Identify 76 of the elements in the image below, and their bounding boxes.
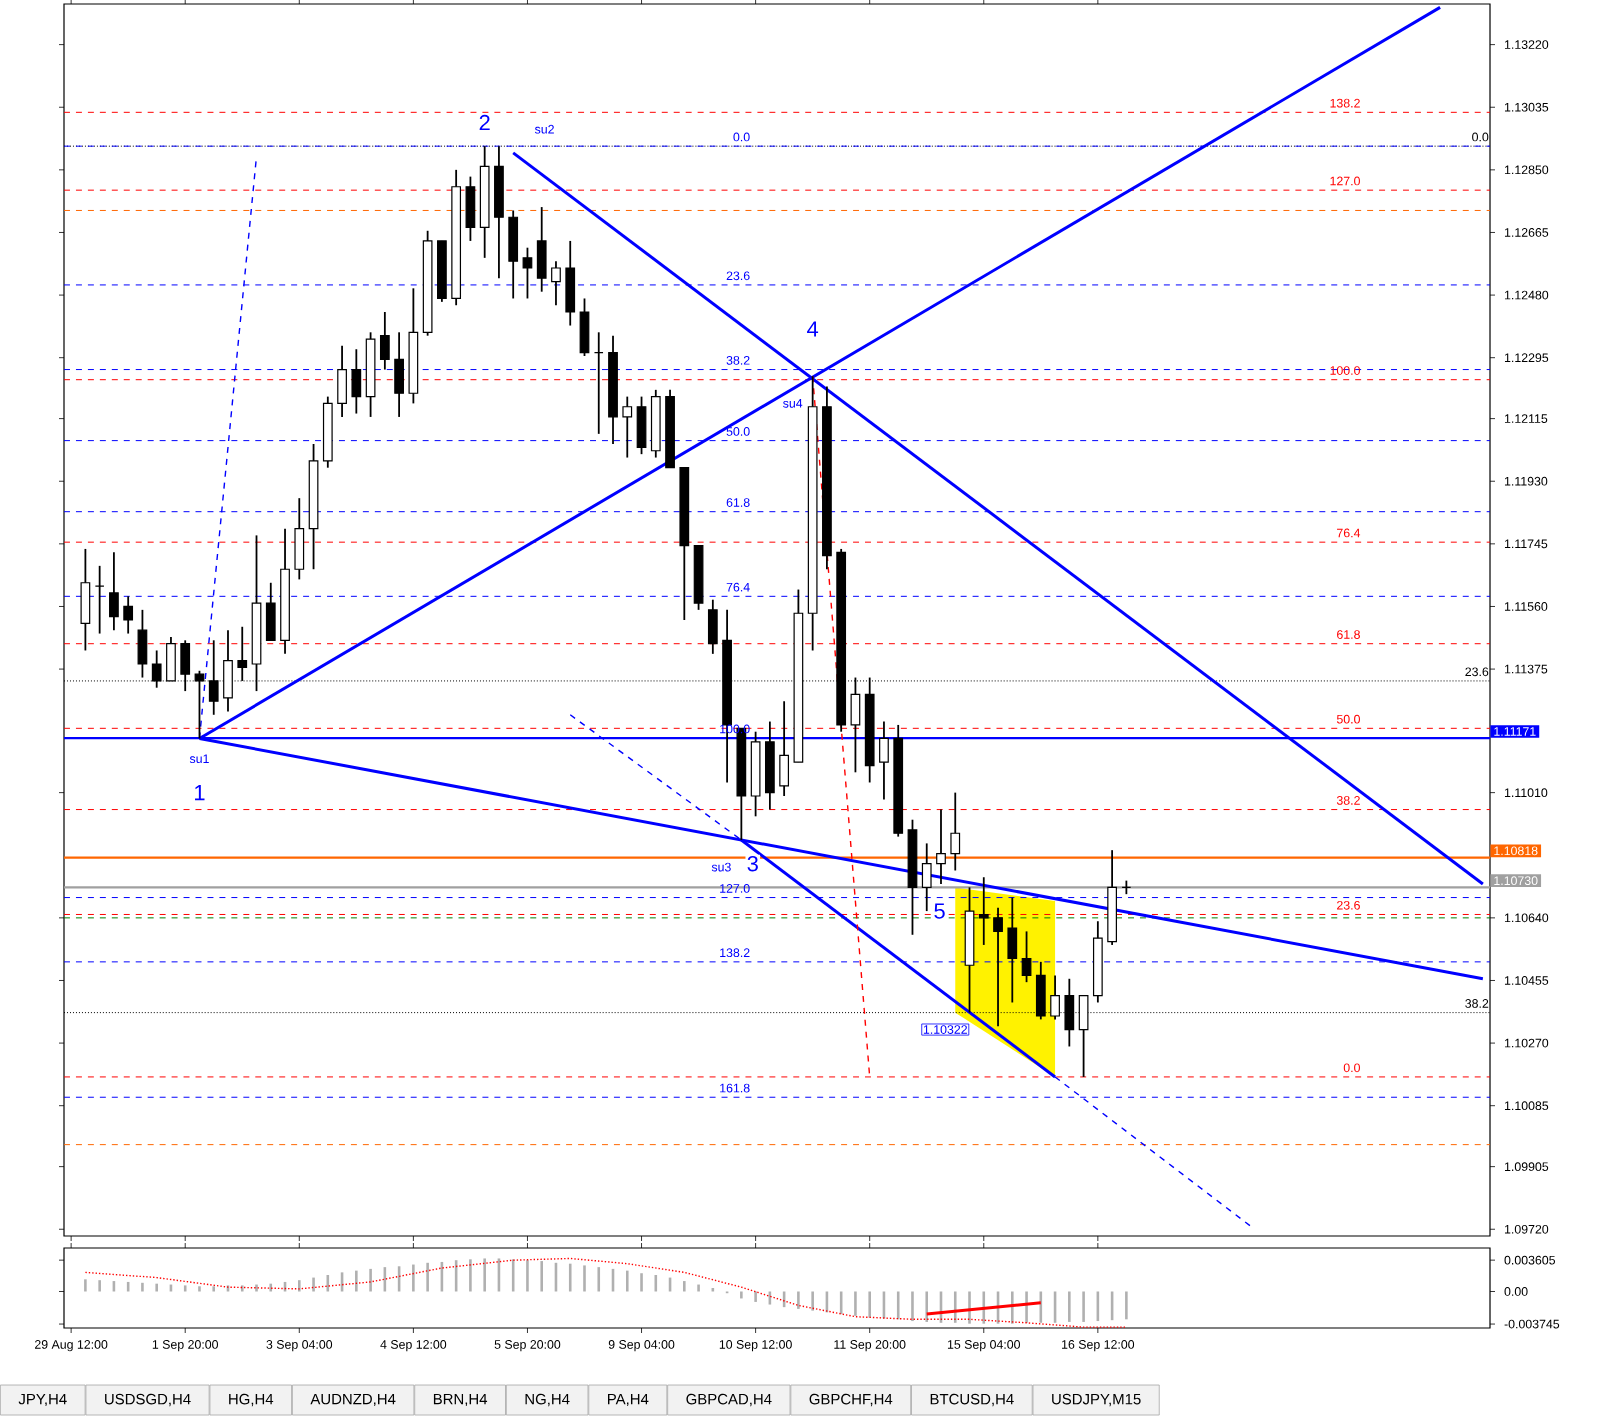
annotation: 38.2 [1465, 999, 1489, 1008]
text: BRN,H4 [433, 1393, 488, 1407]
y-tick-label: 1.10270 [1504, 1038, 1549, 1048]
x-tick-label: 10 Sep 12:00 [719, 1340, 792, 1352]
annotation: 0.0 [1343, 1063, 1360, 1073]
annotation: 1 [195, 785, 205, 801]
annotation: 38.2 [1336, 796, 1360, 805]
text: AUDNZD,H4 [310, 1393, 396, 1407]
annotation: 23.6 [726, 271, 750, 281]
ref-line-label: 1.10730 [1494, 876, 1538, 885]
text: GBPCHF,H4 [809, 1393, 893, 1407]
ref-line-label: 1.10818 [1494, 846, 1538, 856]
annotation: 0.0 [733, 132, 750, 142]
y-tick-label: 1.11010 [1504, 788, 1548, 797]
annotation: 61.8 [726, 498, 750, 507]
y-tick-label: 0.00 [1504, 1287, 1528, 1296]
y-tick-label: 1.11745 [1504, 539, 1548, 549]
annotation: 100.0 [1330, 366, 1360, 375]
text: USDSGD,H4 [105, 1393, 191, 1407]
annotation: 5 [934, 903, 945, 919]
annotation: su1 [189, 754, 209, 764]
annotation: 138.2 [1330, 98, 1360, 108]
y-tick-label: 1.11930 [1504, 476, 1548, 486]
x-tick-label: 15 Sep 04:00 [947, 1340, 1021, 1352]
y-tick-label: 1.12665 [1504, 228, 1549, 237]
x-tick-label: 9 Sep 04:00 [608, 1340, 675, 1352]
y-tick-label: 1.11375 [1504, 664, 1548, 674]
annotation: 50.0 [726, 427, 750, 436]
annotation: 76.4 [1337, 528, 1361, 538]
x-tick-label: 11 Sep 20:00 [834, 1340, 906, 1352]
annotation: su2 [534, 124, 554, 134]
y-tick-label: 1.13035 [1504, 102, 1549, 112]
annotation: 4 [807, 321, 819, 337]
y-tick-label: 1.13220 [1504, 40, 1549, 49]
annotation: 0.0 [1472, 132, 1489, 142]
x-tick-label: 1 Sep 20:00 [152, 1340, 219, 1352]
y-tick-label: 1.10085 [1504, 1101, 1549, 1111]
text: GBPCAD,H4 [686, 1393, 772, 1407]
x-tick-label: 3 Sep 04:00 [266, 1340, 333, 1352]
text: NG,H4 [525, 1393, 570, 1407]
annotation: su4 [783, 399, 803, 408]
y-tick-label: 1.10640 [1504, 913, 1549, 923]
x-tick-label: 4 Sep 12:00 [380, 1340, 447, 1352]
annotation: 61.8 [1337, 630, 1360, 639]
annotation: 138.2 [720, 948, 750, 958]
y-tick-label: 1.09905 [1504, 1162, 1549, 1172]
y-tick-label: 0.003605 [1504, 1255, 1556, 1265]
y-tick-label: 1.11560 [1504, 602, 1548, 611]
annotation: 161.8 [720, 1083, 750, 1093]
x-tick-label: 16 Sep 12:00 [1062, 1340, 1135, 1352]
text: PA,H4 [608, 1393, 649, 1407]
y-tick-label: 1.12480 [1504, 290, 1549, 300]
y-tick-label: 1.10455 [1504, 976, 1549, 985]
annotation: 127.0 [720, 884, 750, 893]
annotation: su3 [711, 862, 731, 872]
annotation: 2 [479, 114, 490, 131]
y-tick-label: -0.003745 [1504, 1319, 1560, 1329]
y-tick-label: 1.12115 [1504, 414, 1548, 423]
y-tick-label: 1.09720 [1504, 1224, 1549, 1234]
ref-line-label: 1.11171 [1494, 727, 1536, 736]
annotation: 23.6 [1465, 667, 1489, 677]
y-tick-label: 1.12295 [1504, 353, 1549, 363]
annotation: 23.6 [1337, 900, 1360, 910]
x-tick-label: 29 Aug 12:00 [35, 1340, 108, 1352]
annotation: 76.4 [726, 582, 750, 592]
annotation: 1.10322 [923, 1025, 967, 1034]
annotation: 3 [747, 855, 758, 872]
text: USDJPY,M15 [1052, 1393, 1141, 1407]
x-tick-label: 5 Sep 20:00 [494, 1340, 561, 1352]
annotation: 127.0 [1330, 176, 1360, 186]
y-tick-label: 1.12850 [1504, 165, 1549, 175]
annotation: 50.0 [1336, 714, 1360, 724]
text: BTCUSD,H4 [930, 1393, 1014, 1407]
text: JPY,H4 [18, 1393, 67, 1407]
text: HG,H4 [229, 1393, 274, 1407]
annotation: 38.2 [726, 356, 750, 365]
